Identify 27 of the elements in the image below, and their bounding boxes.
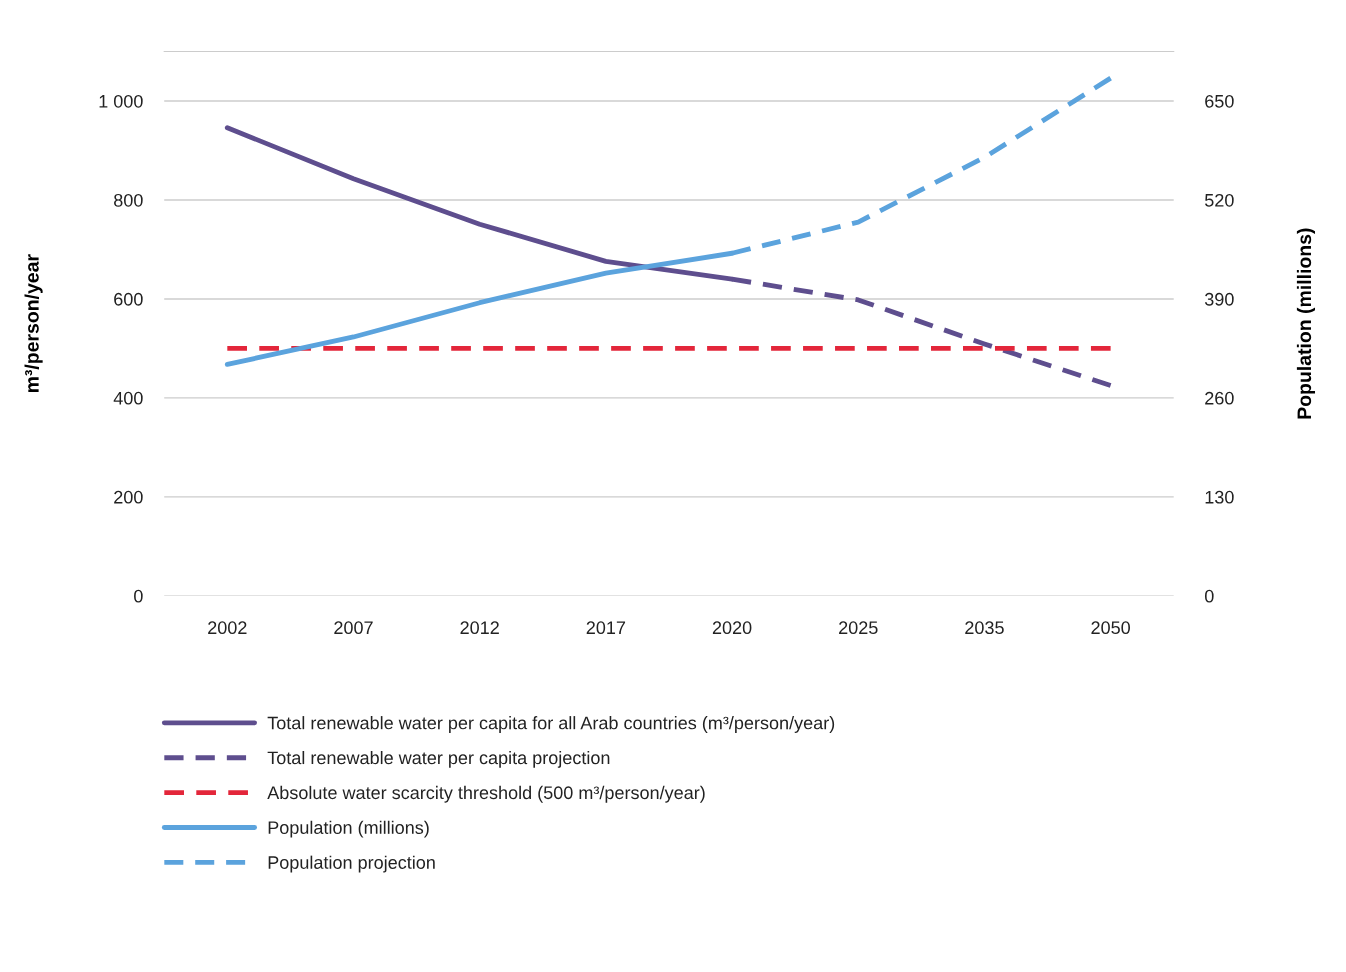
legend-label: Total renewable water per capita for all Arab countries (m³/person/year) — [267, 716, 835, 733]
y-tick-label: 400 — [113, 391, 143, 405]
y-tick-label: 1 000 — [99, 94, 143, 108]
y2-tick-label: 0 — [1204, 589, 1214, 603]
y-tick-label: 600 — [114, 292, 143, 306]
x-tick-label: 2025 — [839, 621, 878, 635]
y-tick-label: 200 — [114, 490, 143, 504]
y2-axis-title: Population (millions) — [1296, 228, 1316, 419]
y2-tick-label: 260 — [1205, 391, 1234, 405]
legend-label: Absolute water scarcity threshold (500 m³/person/year) — [267, 785, 705, 803]
y-axis-title: m³/person/year — [24, 254, 43, 393]
x-tick-label: 2017 — [586, 621, 626, 635]
x-tick-label: 2035 — [965, 621, 1004, 635]
y-tick-label: 800 — [114, 193, 143, 207]
x-tick-label: 2020 — [712, 621, 752, 635]
x-tick-label: 2002 — [208, 621, 247, 635]
legend-label: Total renewable water per capita projection — [267, 750, 610, 768]
legend-label: Population (millions) — [268, 820, 429, 838]
y2-tick-label: 650 — [1205, 94, 1234, 108]
x-tick-label: 2007 — [334, 621, 373, 635]
x-tick-label: 2050 — [1091, 621, 1130, 635]
y-tick-label: 0 — [134, 589, 143, 603]
legend-label: Population projection — [268, 855, 435, 873]
y2-tick-label: 520 — [1204, 193, 1234, 207]
x-tick-label: 2012 — [460, 621, 499, 635]
y2-tick-label: 130 — [1205, 490, 1234, 504]
y2-tick-label: 390 — [1204, 292, 1234, 306]
